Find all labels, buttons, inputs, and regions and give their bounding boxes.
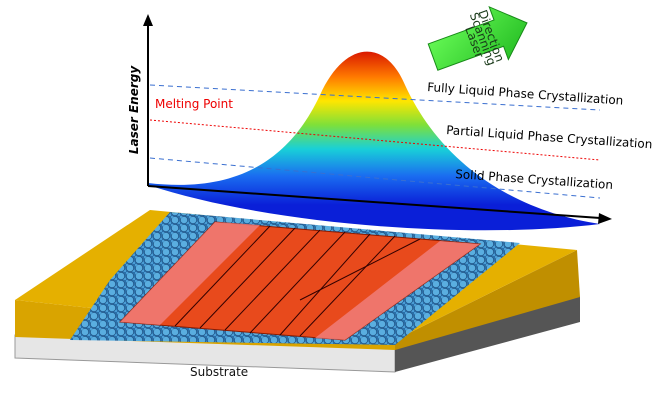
melting-point-label: Melting Point <box>155 97 233 111</box>
diagram: Substrate Laser Energy Melting Point Ful… <box>0 0 667 399</box>
level-label: Partial Liquid Phase Crystallization <box>446 123 653 151</box>
substrate-label: Substrate <box>190 365 248 379</box>
level-label: Fully Liquid Phase Crystallization <box>427 80 624 108</box>
slab: Substrate <box>15 210 580 379</box>
y-axis-label: Laser Energy <box>127 65 141 155</box>
scan-arrow: Laser Scanning Direction <box>423 0 536 83</box>
